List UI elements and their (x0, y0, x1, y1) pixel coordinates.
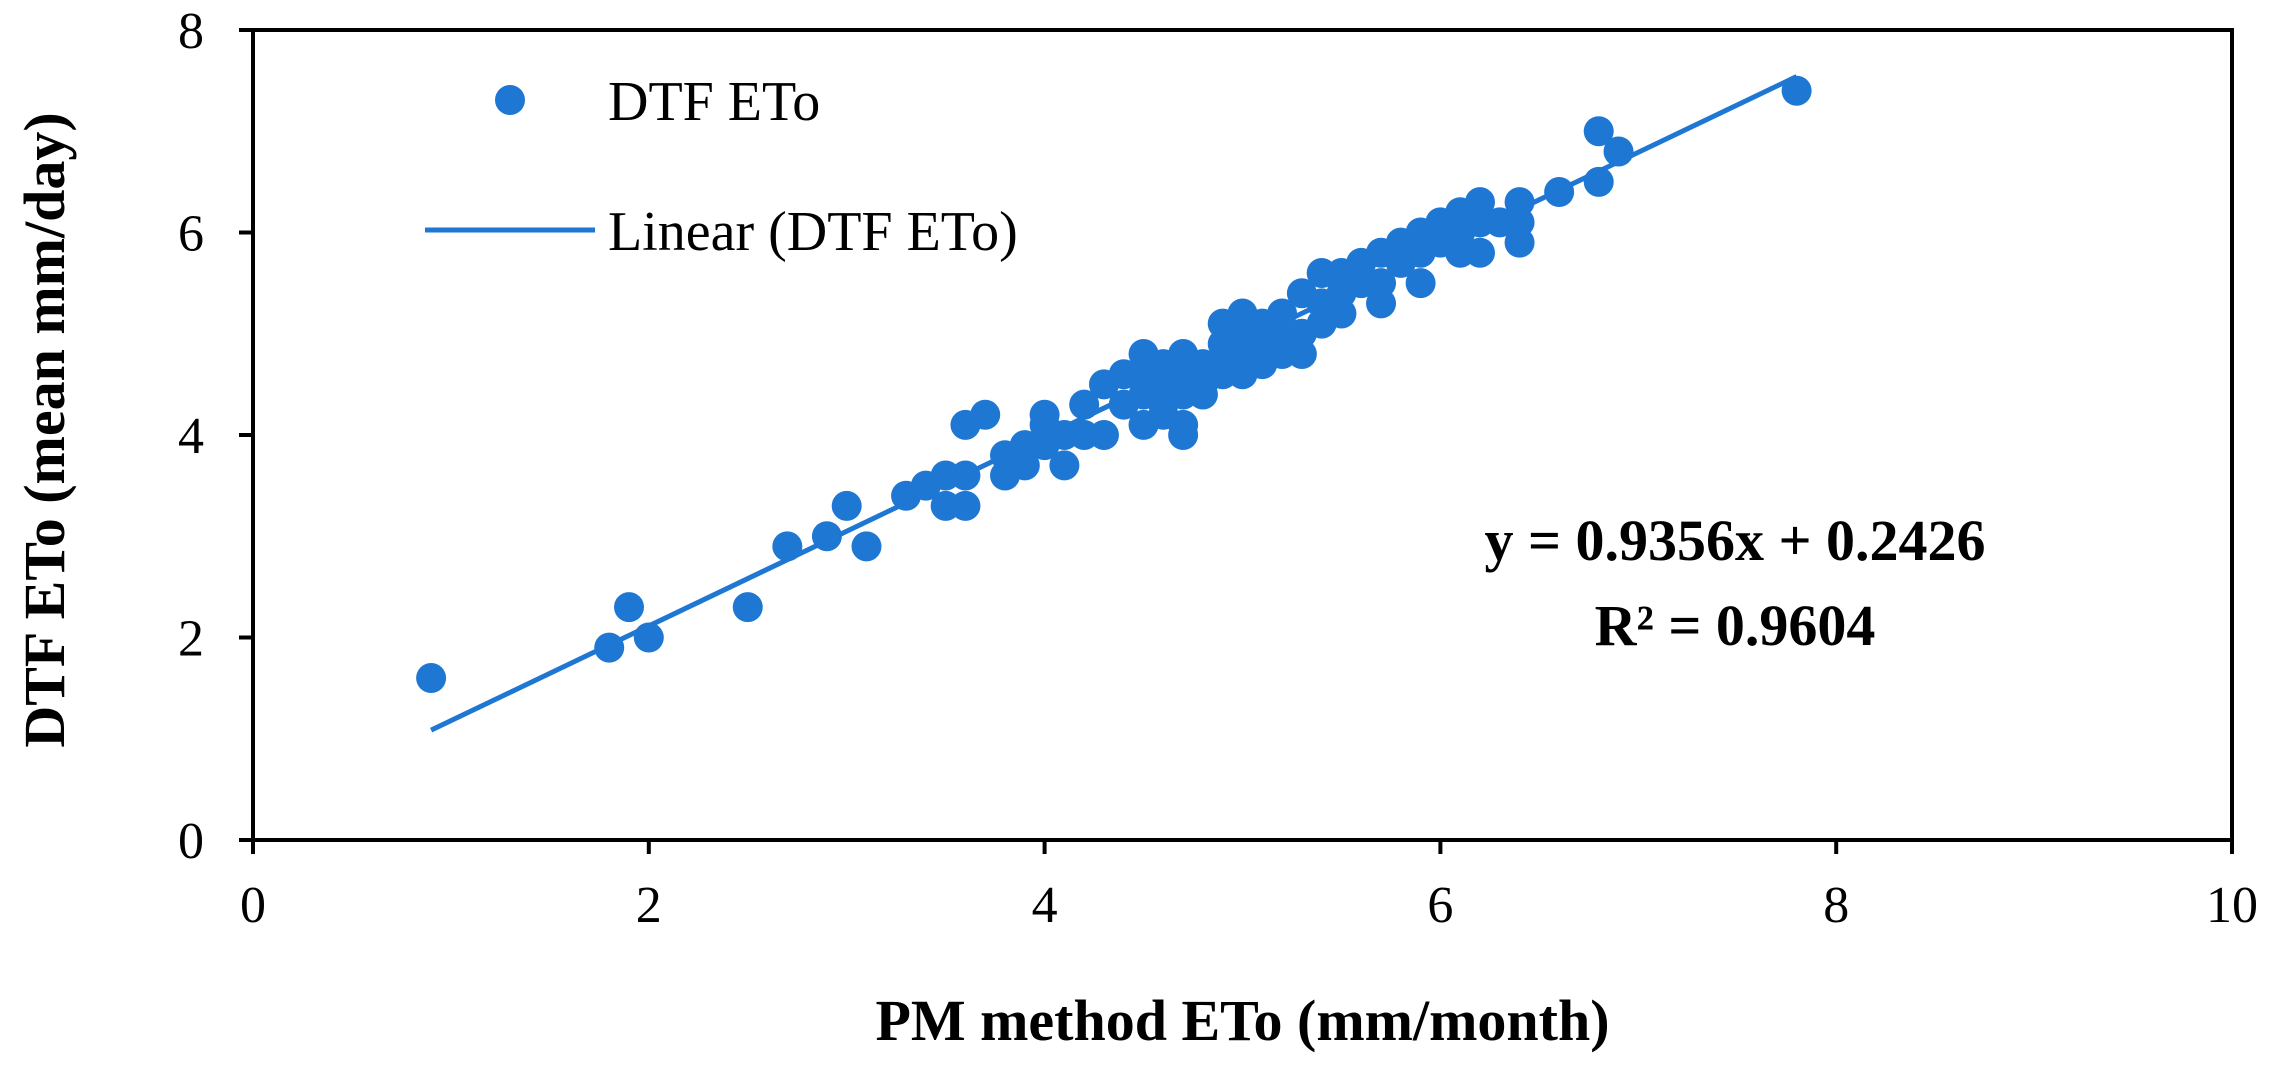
legend-scatter-marker (495, 85, 525, 115)
data-point (1405, 268, 1436, 299)
data-point (1267, 298, 1298, 329)
data-point (950, 460, 981, 491)
data-point (772, 531, 803, 562)
data-point (1366, 288, 1397, 319)
legend: DTF ETo Linear (DTF ETo) (425, 71, 1018, 263)
regression-annotation: y = 0.9356x + 0.2426 R² = 0.9604 (1484, 508, 1985, 658)
x-tick-label: 10 (2206, 877, 2258, 934)
data-point (594, 632, 625, 663)
data-point (1464, 237, 1495, 268)
y-axis-title: DTF ETo (mean mm/day) (12, 112, 77, 747)
data-point (1544, 177, 1575, 207)
y-tick-label: 0 (178, 813, 204, 870)
data-point (614, 592, 645, 623)
data-point (1781, 75, 1812, 106)
x-tick-label: 6 (1427, 877, 1453, 934)
data-point (1187, 379, 1218, 410)
data-point (950, 490, 981, 521)
y-tick-label: 4 (178, 408, 204, 465)
data-point (1504, 227, 1535, 258)
regression-equation: y = 0.9356x + 0.2426 (1484, 508, 1985, 573)
data-point (1069, 389, 1100, 420)
data-point (1088, 420, 1119, 450)
data-point (416, 663, 447, 693)
legend-label-scatter: DTF ETo (608, 71, 820, 133)
data-point (970, 399, 1001, 430)
plot-area (251, 28, 2234, 842)
data-point (732, 592, 763, 623)
legend-label-trendline: Linear (DTF ETo) (608, 201, 1018, 263)
data-point (1583, 166, 1614, 197)
x-tick-label: 2 (636, 877, 662, 934)
x-axis-title: PM method ETo (mm/month) (875, 988, 1609, 1053)
y-axis-ticks: 0 2 4 6 8 (178, 3, 253, 870)
plot-frame (251, 28, 2234, 842)
r-squared-value: R² = 0.9604 (1595, 593, 1876, 658)
x-tick-label: 0 (240, 877, 266, 934)
data-points (416, 75, 1812, 693)
data-point (1168, 409, 1199, 440)
data-point (633, 622, 664, 653)
y-tick-label: 2 (178, 611, 204, 668)
data-point (831, 490, 862, 521)
data-point (851, 531, 882, 562)
data-point (1603, 136, 1634, 167)
data-point (1583, 116, 1614, 147)
x-tick-label: 4 (1032, 877, 1058, 934)
y-tick-label: 6 (178, 206, 204, 263)
x-axis-ticks: 0 2 4 6 8 10 (240, 840, 2258, 934)
data-point (1326, 298, 1357, 329)
y-tick-label: 8 (178, 3, 204, 60)
data-point (811, 521, 842, 552)
x-tick-label: 8 (1823, 877, 1849, 934)
data-point (1049, 450, 1080, 481)
data-point (1286, 339, 1317, 369)
